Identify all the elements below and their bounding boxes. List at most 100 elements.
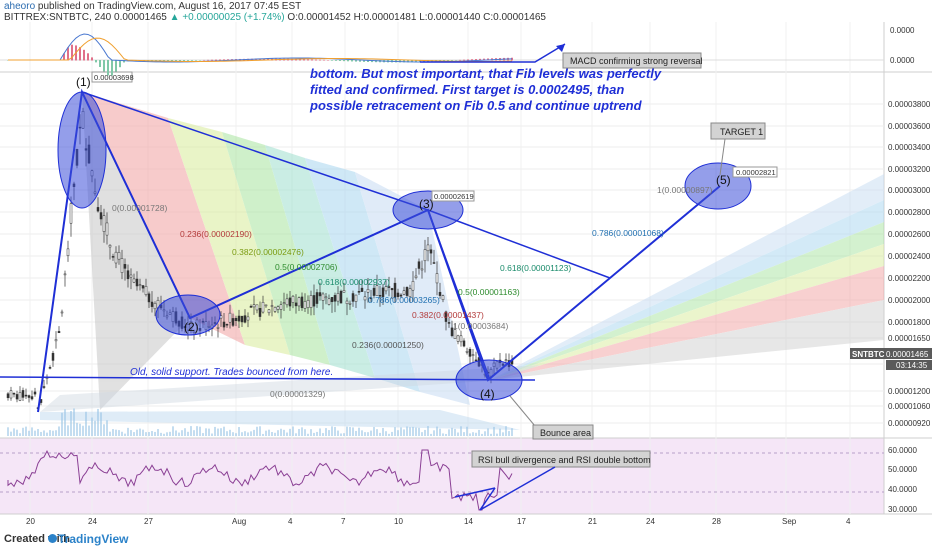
macd-hist-bar	[467, 59, 469, 61]
macd-hist-bar	[327, 59, 329, 61]
wave-3-label: (3)	[419, 197, 434, 211]
volume-bar	[277, 430, 279, 436]
volume-bar	[73, 408, 75, 436]
volume-bar	[352, 427, 354, 436]
volume-bar	[370, 430, 372, 436]
volume-bar	[355, 430, 357, 436]
volume-bar	[136, 429, 138, 436]
fib-right-0786: 0.786(0.00001068)	[592, 228, 664, 238]
macd-hist-bar	[303, 59, 305, 61]
candle-body	[57, 331, 61, 334]
volume-bar	[451, 427, 453, 436]
macd-hist-bar	[319, 59, 321, 61]
rsi-callout: RSI bull divergence and RSI double botto…	[454, 450, 651, 511]
volume-bar	[391, 431, 393, 436]
volume-bar	[499, 428, 501, 436]
main-note-line-1: bottom. But most important, that Fib lev…	[310, 66, 662, 81]
volume-bar	[202, 433, 204, 436]
time-axis[interactable]: 20 24 27 Aug 4 7 10 14 17 21 24 28 Sep 4	[26, 517, 851, 526]
macd-hist-bar	[323, 59, 325, 61]
volume-bar	[415, 427, 417, 436]
rsi-callout-text: RSI bull divergence and RSI double botto…	[478, 455, 651, 465]
fib-mid-0382: 0.382(0.00001437)	[412, 310, 484, 320]
point-1-price: 0.00003698	[94, 73, 134, 82]
volume-bar	[313, 432, 315, 436]
candle-body	[411, 281, 415, 291]
volume-bar	[61, 412, 63, 436]
macd-hist-bar	[87, 53, 89, 61]
candle-body	[303, 301, 307, 309]
macd-hist-bar	[227, 59, 229, 61]
volume-bar	[181, 430, 183, 436]
price-tag-countdown: 03:14:35	[896, 361, 928, 370]
volume-bar	[472, 432, 474, 436]
volume-bar	[187, 431, 189, 436]
macd-callout: MACD confirming strong reversal	[420, 43, 703, 69]
macd-hist-bar	[207, 59, 209, 61]
volume-bar	[484, 431, 486, 436]
volume-bar	[34, 430, 36, 436]
bounce-callout: Bounce area	[509, 395, 594, 440]
volume-bar	[376, 429, 378, 436]
candle-body	[441, 295, 445, 300]
macd-hist-bar	[83, 49, 85, 61]
volume-bar	[382, 427, 384, 436]
volume-bar	[253, 429, 255, 436]
volume-bar	[16, 429, 18, 436]
macd-hist-bar	[223, 59, 225, 61]
candle-body	[153, 303, 157, 310]
candle-body	[324, 296, 328, 299]
volume-bar	[457, 432, 459, 436]
header-publish-line: aheoro published on TradingView.com, Aug…	[4, 1, 301, 12]
price-tick-label: 0.00001650	[888, 334, 931, 343]
volume-bar	[169, 431, 171, 436]
candle-body	[288, 297, 292, 307]
volume-bar	[334, 426, 336, 436]
macd-hist-bar	[335, 60, 337, 61]
wave-5-label: (5)	[716, 173, 731, 187]
volume-bar	[160, 432, 162, 436]
candle-body	[321, 293, 325, 301]
volume-bar	[64, 409, 66, 436]
macd-axis: 0.0000 0.0000	[890, 26, 915, 65]
volume-bar	[25, 426, 27, 436]
wave-4-ellipse	[455, 359, 523, 401]
candle-body	[15, 394, 19, 400]
candle-body	[279, 304, 283, 310]
volume-bar	[280, 428, 282, 436]
volume-bar	[40, 431, 42, 436]
candle-body	[390, 288, 394, 291]
volume-bar	[178, 432, 180, 436]
volume-bar	[97, 408, 99, 436]
candle-body	[42, 386, 46, 388]
macd-hist-bar	[111, 60, 113, 76]
candle-body	[51, 352, 55, 361]
fib-mid-0236: 0.236(0.00001250)	[352, 340, 424, 350]
volume-bar	[109, 431, 111, 436]
macd-hist-bar	[331, 60, 333, 61]
candle-body	[30, 396, 34, 400]
volume-bar	[478, 429, 480, 436]
volume-bar	[31, 427, 33, 436]
volume-bar	[259, 426, 261, 436]
volume-bar	[226, 431, 228, 436]
price-axis[interactable]: 0.00003800 0.00003600 0.00003400 0.00003200…	[888, 100, 931, 428]
price-tick-label: 0.00003600	[888, 122, 931, 131]
support-note: Old, solid support. Trades bounced from …	[130, 367, 333, 378]
point-3-price: 0.00002619	[434, 192, 474, 201]
volume-bar	[118, 430, 120, 436]
macd-hist-bar	[179, 60, 181, 62]
tradingview-brand[interactable]: TradingView	[58, 532, 129, 546]
volume-bar	[79, 423, 81, 436]
rsi-axis-60: 60.0000	[888, 446, 917, 455]
candle-body	[291, 295, 295, 303]
candle-body	[393, 282, 397, 298]
volume-bar	[247, 432, 249, 436]
candle-body	[99, 212, 103, 220]
volume-bar	[358, 427, 360, 436]
fib-left-05: 0.5(0.00002706)	[275, 262, 338, 272]
author-name[interactable]: aheoro	[4, 1, 36, 12]
macd-hist-bar	[459, 59, 461, 61]
volume-bar	[220, 428, 222, 436]
macd-hist-bar	[219, 59, 221, 61]
